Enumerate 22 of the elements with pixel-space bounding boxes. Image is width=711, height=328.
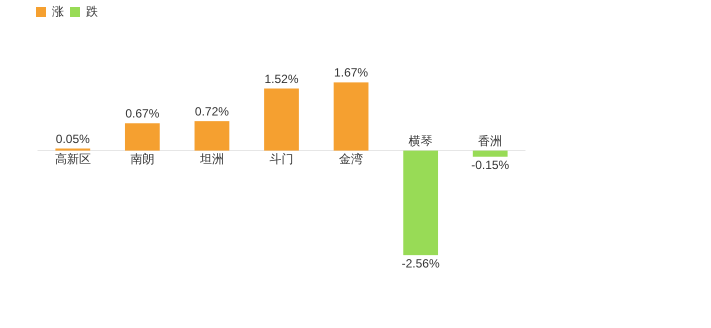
x-tick-label: 高新区 bbox=[54, 152, 91, 166]
data-label: 0.67% bbox=[125, 106, 160, 121]
x-tick-label: 南朗 bbox=[130, 152, 154, 166]
bar bbox=[124, 123, 160, 151]
x-tick-label: 金湾 bbox=[339, 152, 364, 166]
bar bbox=[264, 88, 299, 151]
data-label: 0.05% bbox=[56, 132, 90, 146]
data-label: 0.72% bbox=[194, 104, 230, 118]
bar bbox=[472, 150, 508, 157]
bar bbox=[334, 82, 368, 151]
data-label: 1.67% bbox=[334, 66, 368, 80]
legend-label: 涨 bbox=[52, 4, 64, 18]
legend-label: 跌 bbox=[86, 4, 98, 18]
bar bbox=[403, 150, 438, 256]
data-label: -0.15% bbox=[471, 158, 510, 172]
data-label: 1.52% bbox=[264, 72, 299, 86]
x-tick-label: 坦洲 bbox=[198, 152, 224, 166]
x-tick-label: 斗门 bbox=[270, 152, 294, 166]
bar bbox=[194, 121, 230, 151]
x-tick-label: 香洲 bbox=[478, 134, 502, 148]
x-tick-label: 横琴 bbox=[408, 134, 433, 148]
data-label: -2.56% bbox=[402, 256, 440, 270]
